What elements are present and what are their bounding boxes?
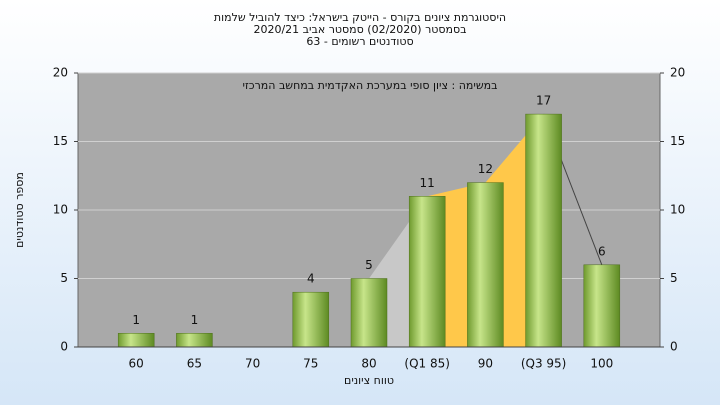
value-label: 17 — [536, 94, 551, 108]
value-label: 1 — [132, 313, 140, 327]
chart-title: היסטוגרמת ציונים בקורס - הייטק בישראל: כ… — [214, 11, 506, 24]
bar — [583, 264, 621, 348]
y-axis-label: מספר סטודנטים — [13, 172, 26, 248]
subtitle: בסמסטר (02/2020) סמסטר אביב 2020/21 — [253, 23, 466, 36]
y2-tick-label: 10 — [670, 203, 685, 217]
y-tick-label: 5 — [60, 271, 68, 285]
x-tick-label: 65 — [187, 357, 202, 371]
bar — [525, 113, 562, 348]
bar — [408, 196, 446, 348]
y2-tick-label: 0 — [670, 340, 678, 354]
x-tick-label: 60 — [129, 357, 144, 371]
x-tick-label: 90 — [478, 357, 493, 371]
bar — [292, 291, 330, 348]
bar — [350, 278, 388, 348]
x-axis-label: טווח ציונים — [344, 374, 394, 387]
bar — [467, 182, 504, 348]
value-label: 6 — [598, 244, 606, 258]
y-tick-label: 20 — [53, 66, 68, 80]
subtitle: סטודנטים רשומים - 63 — [306, 35, 413, 48]
value-label: 5 — [365, 258, 373, 272]
value-label: 12 — [478, 162, 493, 176]
x-tick-label: 70 — [245, 357, 260, 371]
value-label: 11 — [420, 176, 435, 190]
y-tick-label: 10 — [53, 203, 68, 217]
y-tick-label: 0 — [60, 340, 68, 354]
y2-tick-label: 15 — [670, 134, 685, 148]
x-tick-label: (Q3 95) — [521, 357, 567, 371]
y2-tick-label: 5 — [670, 271, 678, 285]
x-tick-label: (Q1 85) — [404, 357, 450, 371]
x-tick-label: 80 — [361, 357, 376, 371]
x-tick-label: 75 — [303, 357, 318, 371]
bar — [117, 333, 155, 348]
x-tick-label: 100 — [590, 357, 613, 371]
y-tick-label: 15 — [53, 134, 68, 148]
value-label: 4 — [307, 272, 315, 286]
bar — [176, 333, 213, 348]
y2-tick-label: 20 — [670, 66, 685, 80]
annotation: במשימה : ציון סופי במערכת האקדמית במחשב … — [243, 79, 498, 92]
value-label: 1 — [191, 313, 199, 327]
